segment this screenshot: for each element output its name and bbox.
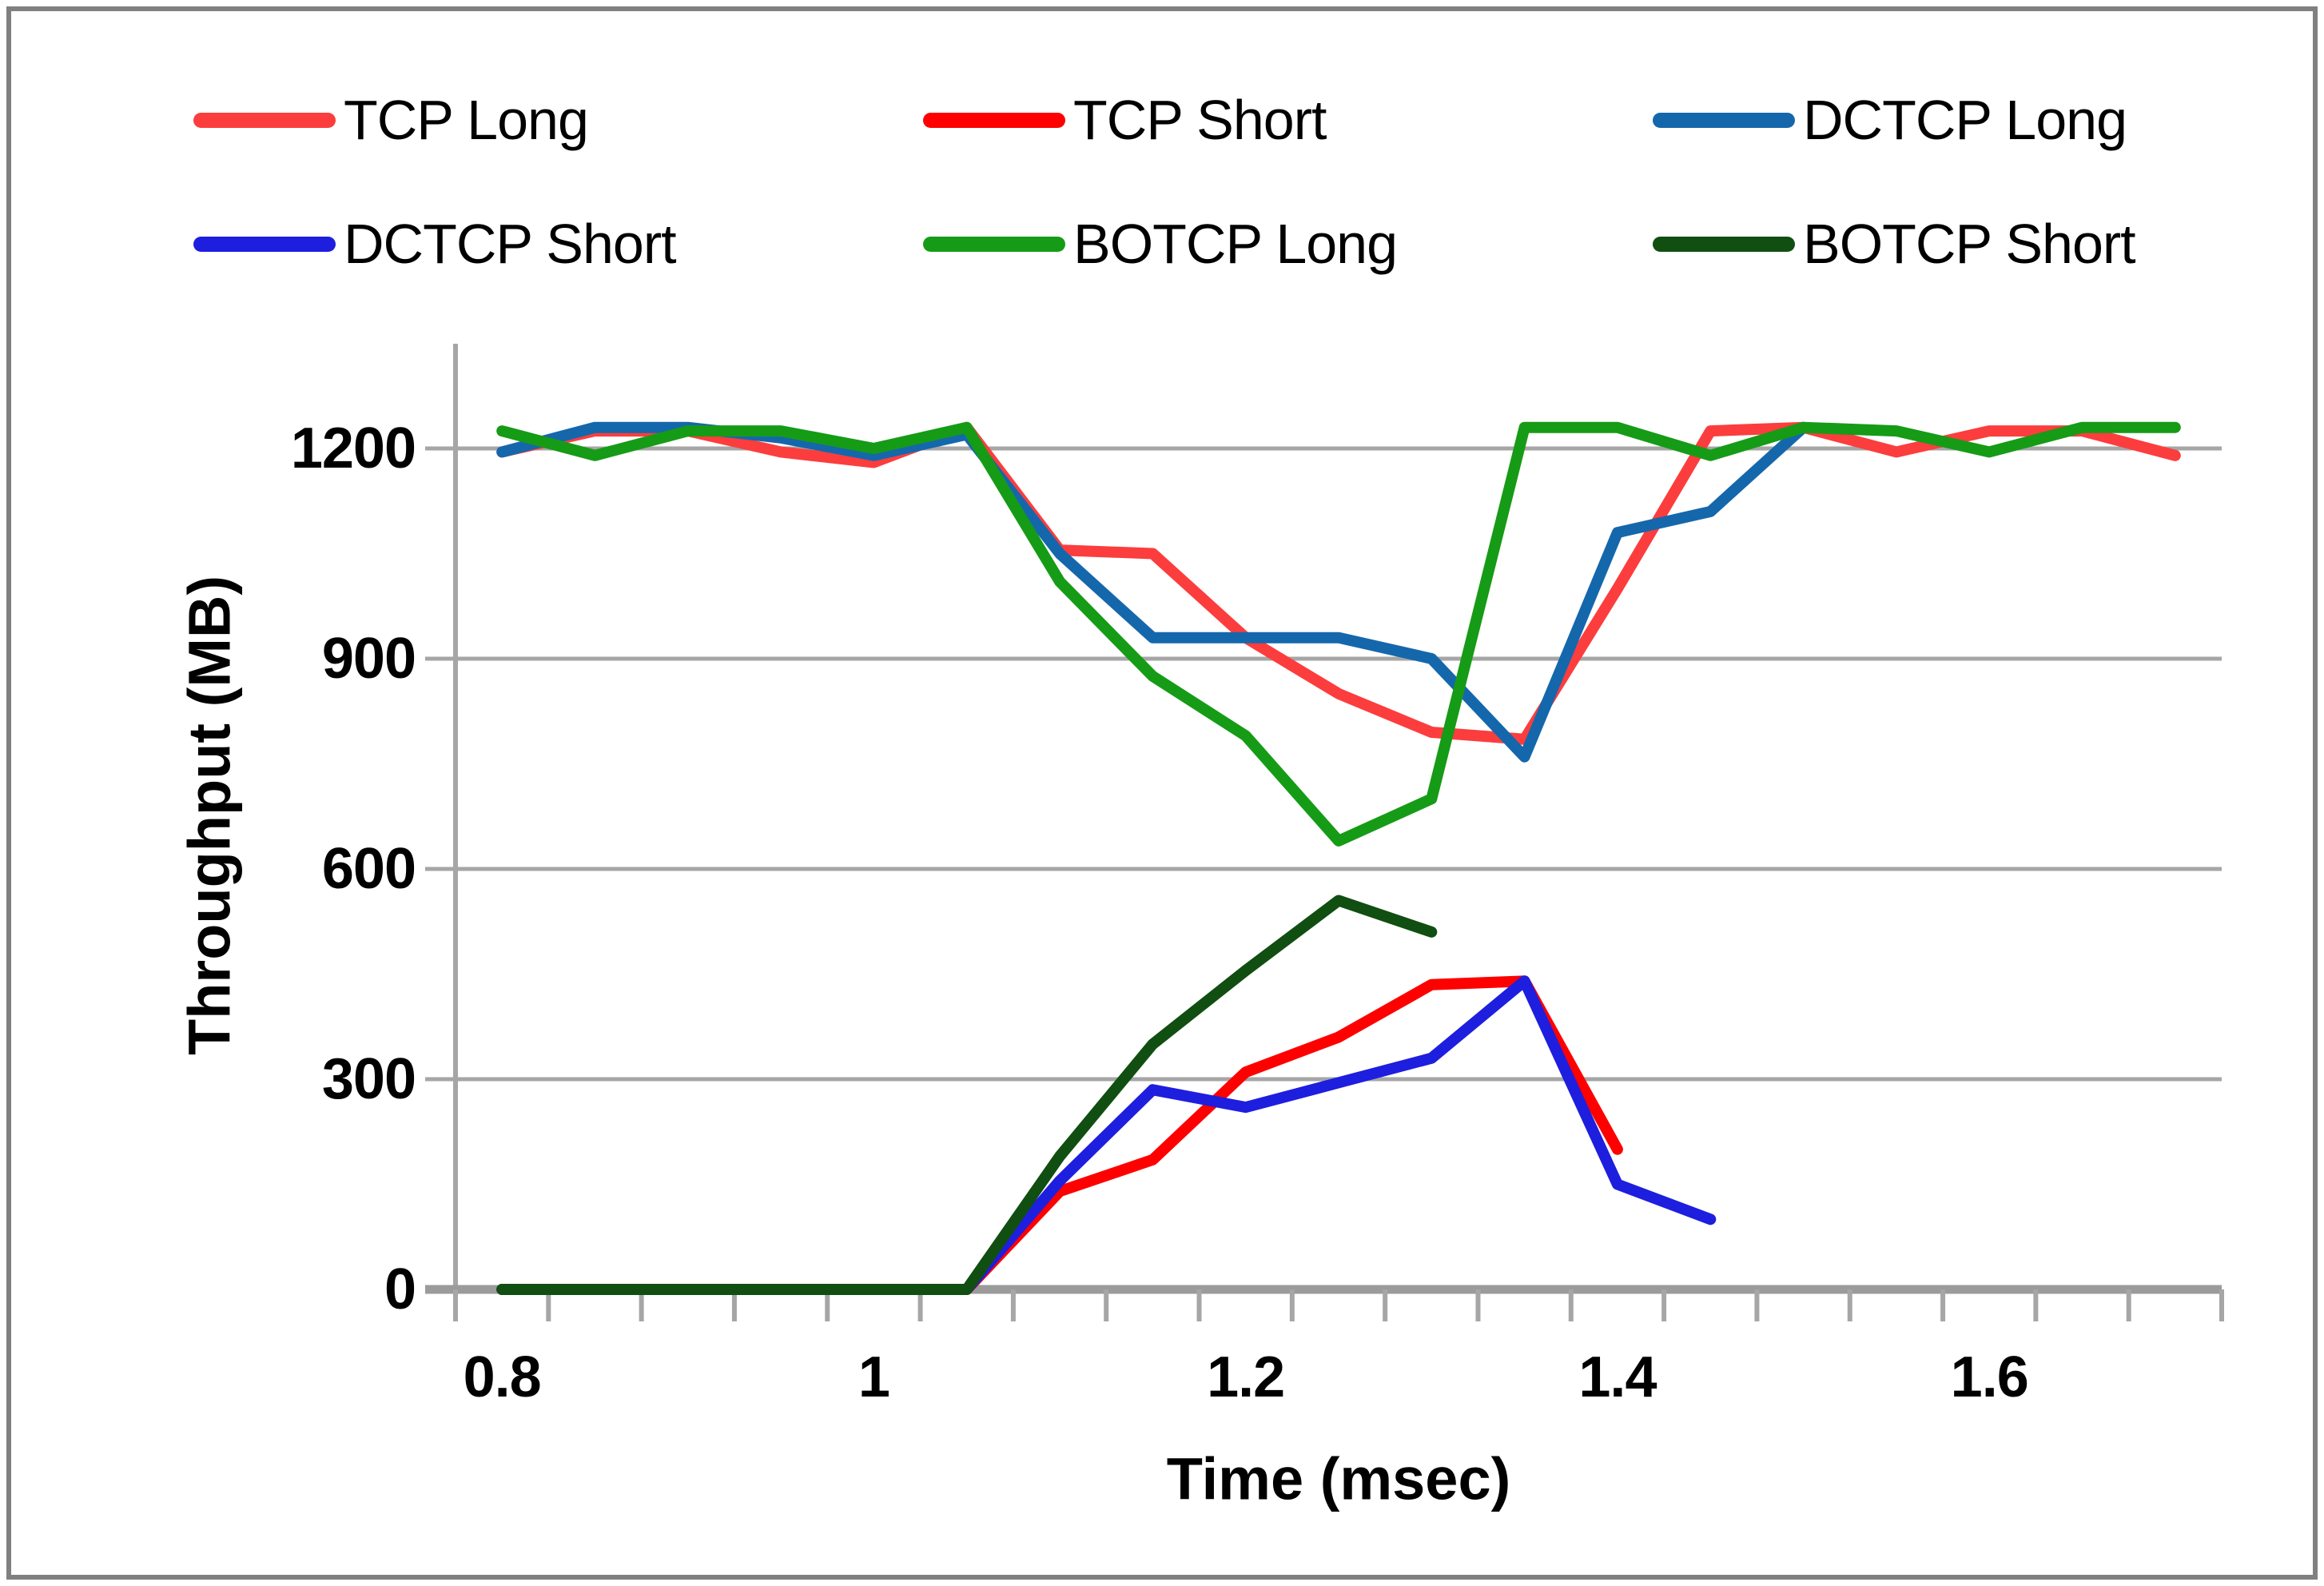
series-line-dctcp-long bbox=[496, 421, 1809, 763]
legend-item-botcp-long: BOTCP Long bbox=[923, 208, 1398, 280]
legend-label: DCTCP Long bbox=[1803, 89, 2127, 151]
legend-swatch-icon bbox=[1653, 236, 1795, 252]
y-tick-label-600: 600 bbox=[321, 837, 416, 901]
legend-label: TCP Long bbox=[344, 89, 589, 151]
x-axis-title: Time (msec) bbox=[1166, 1445, 1511, 1512]
x-tick-label-1.2: 1.2 bbox=[1207, 1345, 1285, 1409]
legend-label: BOTCP Short bbox=[1803, 213, 2136, 275]
legend-swatch-icon bbox=[193, 112, 336, 128]
legend-label: TCP Short bbox=[1073, 89, 1327, 151]
series-line-dctcp-short bbox=[496, 975, 1717, 1295]
y-tick-label-1200: 1200 bbox=[290, 416, 416, 480]
legend-label: BOTCP Long bbox=[1073, 213, 1398, 275]
series-line-botcp-long bbox=[496, 421, 2181, 847]
y-tick-label-0: 0 bbox=[384, 1257, 416, 1321]
legend-item-dctcp-long: DCTCP Long bbox=[1653, 84, 2127, 156]
series-line-tcp-short bbox=[496, 975, 1623, 1295]
legend-swatch-icon bbox=[923, 112, 1065, 128]
y-tick-label-900: 900 bbox=[321, 627, 416, 691]
x-tick-label-1.4: 1.4 bbox=[1578, 1345, 1657, 1409]
legend-item-dctcp-short: DCTCP Short bbox=[193, 208, 677, 280]
legend-swatch-icon bbox=[923, 236, 1065, 252]
legend-label: DCTCP Short bbox=[344, 213, 677, 275]
series-line-botcp-short bbox=[496, 895, 1438, 1295]
legend-item-botcp-short: BOTCP Short bbox=[1653, 208, 2136, 280]
legend-swatch-icon bbox=[193, 236, 336, 252]
x-tick-label-1.6: 1.6 bbox=[1950, 1345, 2029, 1409]
series-line-tcp-long bbox=[496, 421, 2181, 745]
legend-swatch-icon bbox=[1653, 112, 1795, 128]
x-tick-label-0.8: 0.8 bbox=[463, 1345, 542, 1409]
y-axis-title: Throughput (MB) bbox=[176, 576, 243, 1055]
chart-border-frame bbox=[6, 6, 2318, 1580]
x-tick-label-1: 1 bbox=[858, 1345, 890, 1409]
y-tick-label-300: 300 bbox=[321, 1047, 416, 1111]
legend-item-tcp-long: TCP Long bbox=[193, 84, 589, 156]
legend-item-tcp-short: TCP Short bbox=[923, 84, 1327, 156]
